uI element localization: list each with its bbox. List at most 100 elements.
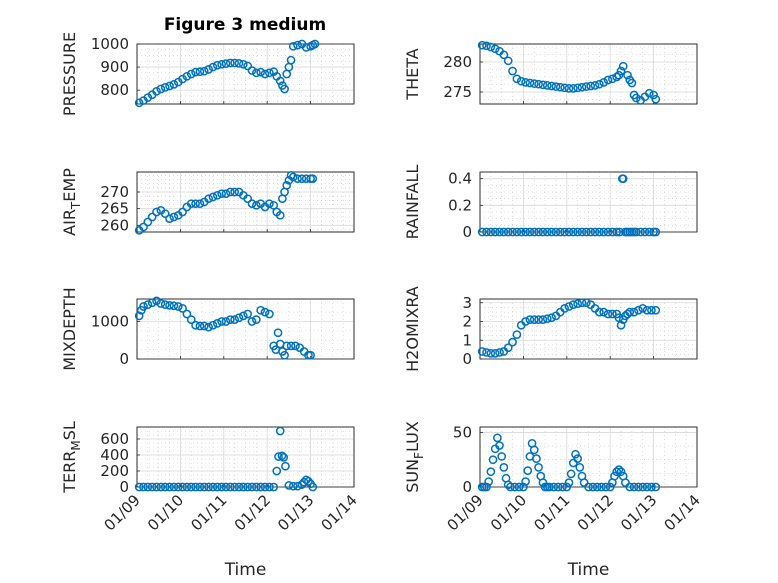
data-point	[638, 482, 648, 492]
y-tick-label: 0	[119, 350, 129, 368]
data-point	[542, 227, 552, 237]
data-point	[597, 482, 606, 492]
data-point	[208, 320, 218, 330]
data-point	[621, 478, 630, 487]
data-point	[601, 482, 611, 492]
data-point	[545, 482, 554, 492]
data-point	[603, 309, 613, 319]
data-point	[247, 66, 257, 75]
data-point	[160, 209, 170, 219]
data-point	[519, 482, 528, 492]
data-point	[499, 50, 509, 60]
data-point	[256, 305, 266, 315]
data-point	[490, 44, 500, 54]
data-point	[286, 170, 296, 180]
data-point	[143, 217, 153, 227]
subplot-2: 275 280 THETA	[403, 40, 698, 105]
y-tick-label: 1	[462, 331, 472, 349]
data-point	[629, 307, 639, 317]
data-point	[495, 441, 504, 450]
data-point	[234, 313, 244, 323]
x-tick-label: 01/14	[318, 491, 361, 534]
y-axis-label: MIXDEPTH	[60, 287, 79, 370]
data-point	[486, 227, 496, 237]
data-point	[603, 227, 613, 237]
data-point	[199, 482, 209, 492]
data-point	[521, 317, 530, 326]
data-point	[503, 343, 513, 353]
y-tick-label: 800	[100, 81, 129, 99]
axes-frame	[479, 43, 698, 105]
data-point	[260, 307, 270, 317]
data-point	[212, 482, 222, 492]
y-tick-label: 0.4	[448, 170, 472, 188]
data-point	[547, 313, 556, 323]
data-point	[564, 227, 574, 237]
data-point	[143, 482, 153, 492]
data-point	[625, 307, 635, 317]
subplot-7: 01/09 01/10 01/11 01/12 01/13 01/14 0200400600…	[60, 421, 361, 580]
data-point	[169, 482, 179, 492]
data-point	[178, 304, 187, 313]
data-point	[230, 58, 239, 68]
data-point	[152, 296, 161, 306]
data-point	[649, 90, 658, 100]
subplot-5: 0 1000 MIXDEPTH	[60, 287, 355, 371]
data-point	[529, 315, 539, 324]
data-point	[243, 194, 253, 204]
data-point	[217, 317, 226, 326]
y-tick-label: 0.2	[448, 196, 472, 214]
data-point	[288, 41, 298, 51]
data-point	[631, 227, 641, 237]
y-tick-label: 0	[462, 478, 472, 496]
data-point	[230, 315, 239, 324]
data-point	[618, 61, 628, 71]
data-point	[512, 74, 522, 84]
y-tick-label: 0	[462, 223, 472, 241]
data-point	[588, 482, 598, 492]
data-point	[599, 78, 609, 87]
data-point	[525, 78, 535, 88]
data-point	[571, 449, 580, 459]
data-point	[486, 42, 496, 52]
axes-frame	[136, 426, 355, 488]
data-point	[603, 75, 613, 85]
data-point	[152, 207, 161, 217]
y-axis-label: PRESSURE	[60, 32, 79, 116]
y-axis-label: AIRTEMP	[60, 168, 83, 236]
data-point	[581, 227, 591, 237]
data-point	[482, 482, 491, 492]
data-point	[612, 227, 622, 237]
data-point	[277, 451, 287, 461]
data-point	[221, 317, 231, 326]
y-tick-label: 600	[100, 430, 129, 448]
data-point	[274, 452, 283, 461]
data-point	[616, 320, 626, 330]
axes-frame	[479, 171, 698, 233]
data-point	[293, 174, 302, 184]
data-point	[642, 482, 652, 492]
data-point	[488, 455, 498, 465]
data-point	[529, 445, 539, 455]
data-point	[575, 463, 585, 472]
data-point	[252, 482, 261, 492]
data-point	[608, 309, 617, 319]
x-tick-label: 01/14	[661, 491, 704, 534]
data-point	[562, 482, 572, 492]
data-point	[634, 305, 643, 315]
x-tick-label: 01/10	[487, 491, 530, 534]
y-axis-label: THETA	[403, 48, 422, 100]
data-point	[293, 40, 302, 50]
y-axis-label: H2OMIXRA	[403, 286, 422, 372]
data-point	[477, 227, 487, 237]
data-point	[566, 469, 576, 479]
data-point	[508, 337, 517, 347]
data-point	[568, 84, 578, 93]
data-point	[134, 482, 144, 492]
data-point	[493, 433, 502, 443]
data-point	[186, 482, 196, 492]
data-point	[618, 174, 628, 184]
data-point	[281, 461, 290, 471]
figure-title: Figure 3 medium	[164, 15, 326, 35]
